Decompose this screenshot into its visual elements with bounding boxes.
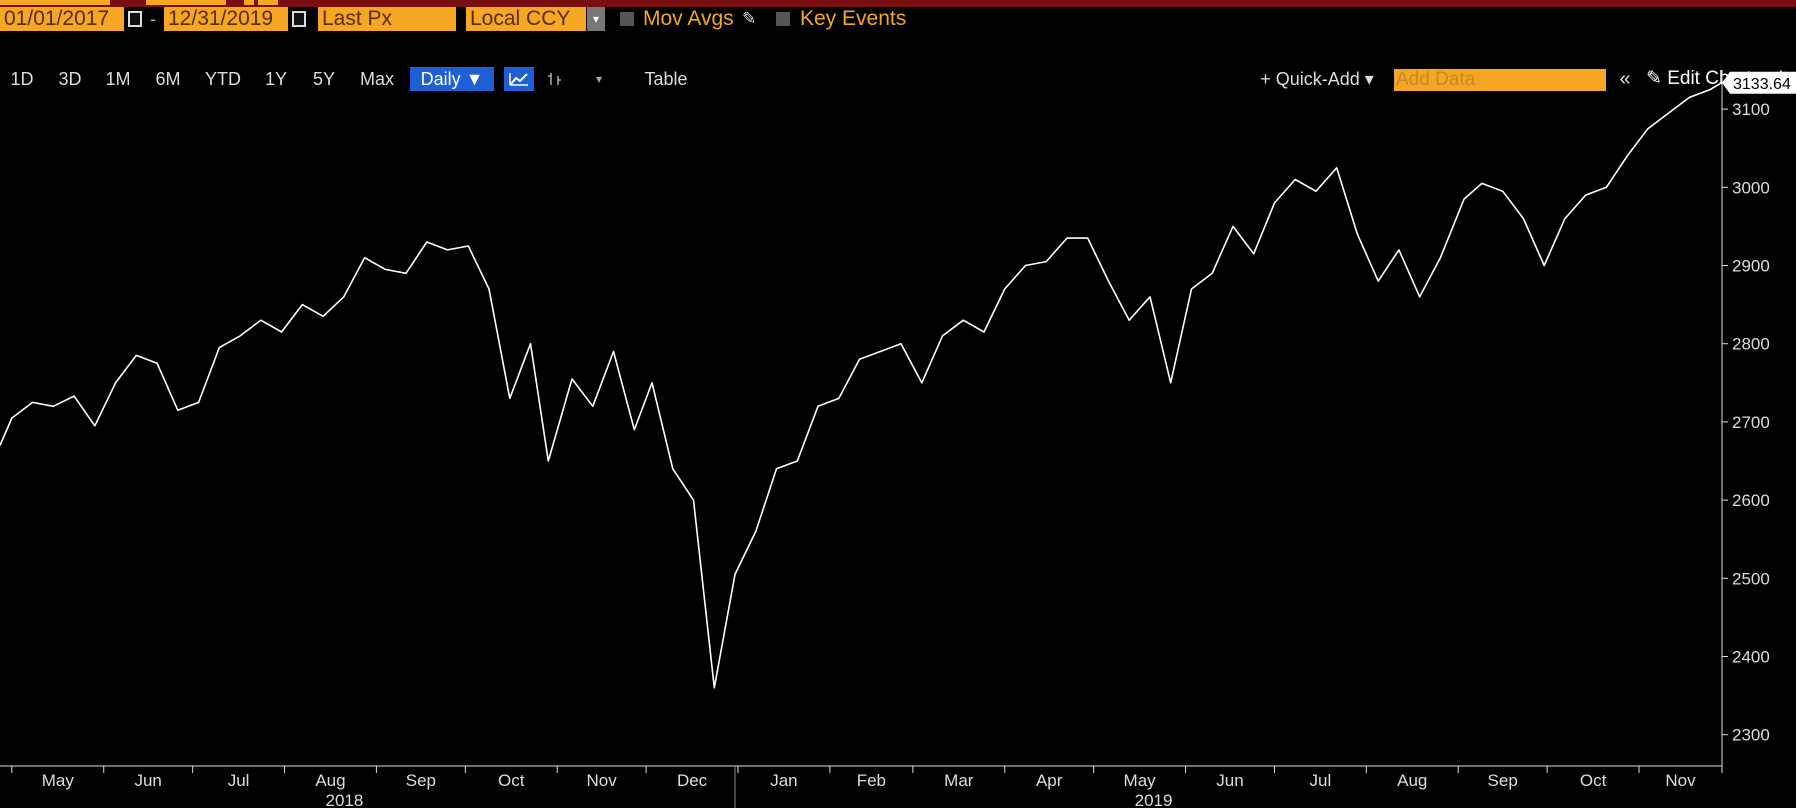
y-tick-label: 2800 bbox=[1732, 335, 1770, 354]
pencil-icon[interactable]: ✎ bbox=[742, 9, 757, 28]
period-button-6m[interactable]: 6M bbox=[155, 69, 181, 89]
x-tick-label: Apr bbox=[1036, 771, 1063, 790]
x-year-label: 2018 bbox=[325, 791, 363, 808]
period-button-max[interactable]: Max bbox=[359, 69, 394, 89]
x-year-label: 2019 bbox=[1135, 791, 1173, 808]
mov-avgs-checkbox[interactable] bbox=[620, 12, 634, 26]
y-tick-label: 2300 bbox=[1732, 726, 1770, 745]
period-button-ytd[interactable]: YTD bbox=[205, 69, 241, 89]
chart-axes: 2300 2400 2500 2600 2700 2800 2900 3000 3100 May J… bbox=[0, 70, 1770, 808]
end-date-field[interactable]: 12/31/2019 bbox=[164, 7, 288, 31]
x-tick-label: Jul bbox=[228, 771, 250, 790]
table-button[interactable]: Table bbox=[644, 69, 688, 89]
key-events-label[interactable]: Key Events bbox=[800, 7, 907, 30]
pencil-icon: ✎ bbox=[1646, 68, 1662, 89]
x-tick-label: Jul bbox=[1310, 771, 1332, 790]
y-tick-label: 2600 bbox=[1732, 491, 1770, 510]
x-tick-label: Mar bbox=[944, 771, 974, 790]
x-tick-label: Jan bbox=[770, 771, 797, 790]
x-tick-label: Jun bbox=[1216, 771, 1243, 790]
x-tick-label: Dec bbox=[677, 771, 708, 790]
period-button-1y[interactable]: 1Y bbox=[264, 69, 288, 89]
x-tick-label: Oct bbox=[1580, 771, 1607, 790]
calendar-icon[interactable] bbox=[292, 11, 306, 27]
line-chart-icon[interactable] bbox=[504, 67, 534, 91]
price-series-line bbox=[0, 81, 1723, 689]
period-button-1m[interactable]: 1M bbox=[105, 69, 131, 89]
y-tick-label: 3000 bbox=[1732, 178, 1770, 197]
last-value-label: 3133.64 bbox=[1733, 76, 1791, 93]
collapse-icon[interactable]: « bbox=[1619, 68, 1631, 90]
date-separator: - bbox=[150, 9, 156, 29]
period-button-5y[interactable]: 5Y bbox=[312, 69, 336, 89]
x-tick-label: Aug bbox=[315, 771, 345, 790]
start-date-field[interactable]: 01/01/2017 bbox=[0, 7, 124, 31]
frequency-dropdown[interactable]: Daily ▼ bbox=[410, 67, 494, 91]
field-selector[interactable]: Last Px bbox=[318, 7, 456, 31]
last-value-box bbox=[1722, 71, 1796, 94]
add-data-input[interactable]: Add Data bbox=[1394, 69, 1606, 91]
y-tick-label: 2400 bbox=[1732, 648, 1770, 667]
toolbar-row-2: 1D 3D 1M 6M YTD 1Y 5Y Max Daily ▼ ▾ Tabl… bbox=[0, 33, 1796, 91]
key-events-checkbox[interactable] bbox=[776, 12, 790, 26]
x-tick-label: Sep bbox=[406, 771, 436, 790]
period-button-3d[interactable]: 3D bbox=[58, 69, 82, 89]
x-tick-label: Nov bbox=[1665, 771, 1696, 790]
x-tick-label: Aug bbox=[1397, 771, 1427, 790]
chevron-down-icon[interactable]: ▾ bbox=[587, 7, 605, 31]
currency-selector[interactable]: Local CCY bbox=[466, 7, 586, 31]
calendar-icon[interactable] bbox=[128, 11, 142, 27]
toolbar-row-1: 01/01/2017 - 12/31/2019 Last Px Local CC… bbox=[0, 7, 1796, 33]
x-tick-label: Sep bbox=[1488, 771, 1518, 790]
y-tick-label: 3100 bbox=[1732, 100, 1770, 119]
last-value-tag: 3133.64 bbox=[1722, 71, 1796, 94]
title-strip bbox=[0, 0, 1796, 7]
x-tick-label: Oct bbox=[498, 771, 525, 790]
quick-add-button[interactable]: + Quick-Add ▾ bbox=[1260, 69, 1374, 89]
y-tick-label: 2700 bbox=[1732, 413, 1770, 432]
y-tick-label: 2500 bbox=[1732, 569, 1770, 588]
title-strip-accent bbox=[244, 0, 254, 5]
y-tick-label: 2900 bbox=[1732, 257, 1770, 276]
period-button-1d[interactable]: 1D bbox=[10, 69, 34, 89]
x-tick-label: Jun bbox=[134, 771, 161, 790]
chevron-down-icon[interactable]: ▾ bbox=[595, 72, 603, 86]
mov-avgs-label[interactable]: Mov Avgs bbox=[643, 7, 734, 30]
title-strip-accent bbox=[258, 0, 278, 5]
title-strip-accent bbox=[0, 0, 110, 5]
bar-chart-icon[interactable] bbox=[540, 67, 570, 91]
x-tick-label: May bbox=[1124, 771, 1157, 790]
x-tick-label: Nov bbox=[587, 771, 618, 790]
x-tick-label: May bbox=[42, 771, 75, 790]
x-tick-label: Feb bbox=[857, 771, 886, 790]
title-strip-accent bbox=[146, 0, 226, 5]
